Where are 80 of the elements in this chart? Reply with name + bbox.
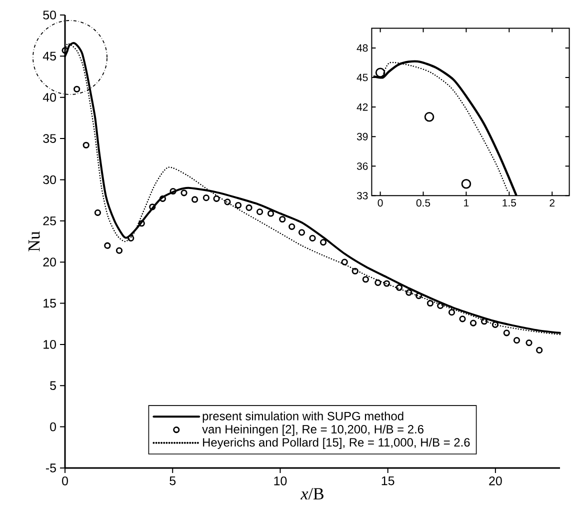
point <box>82 142 90 148</box>
point <box>470 320 477 326</box>
point <box>234 202 242 209</box>
point <box>383 280 390 287</box>
point <box>374 279 382 286</box>
point <box>288 223 296 230</box>
x-tick-label: 20 <box>489 476 502 486</box>
point <box>461 178 472 189</box>
point <box>104 242 111 249</box>
point <box>320 239 327 246</box>
x-axis-title: x/B <box>300 488 324 500</box>
y-tick-label: 39 <box>356 132 368 140</box>
point <box>503 330 510 336</box>
point <box>62 47 68 54</box>
point <box>94 209 102 216</box>
y-tick-label: 45 <box>42 52 56 61</box>
x-tick-label: 15 <box>382 476 394 486</box>
y-tick-label: 15 <box>44 298 56 308</box>
point <box>128 234 134 242</box>
point <box>267 210 274 217</box>
point <box>526 339 532 346</box>
point <box>191 196 198 203</box>
y-tick-label: 36 <box>356 162 368 170</box>
legend-label: present simulation with SUPG method <box>202 412 404 423</box>
x-tick-label: 0.5 <box>416 199 430 207</box>
point <box>246 204 252 212</box>
x-tick-label: 1.5 <box>502 199 516 207</box>
point <box>116 247 123 254</box>
point <box>424 112 434 122</box>
point <box>362 276 369 283</box>
y-tick-label: 10 <box>44 340 56 349</box>
y-axis-title: Nu <box>28 231 40 252</box>
legend-label: Heyerichs and Pollard [15], Re = 11,000, H/B = 2.6 <box>203 438 470 449</box>
point <box>352 268 358 274</box>
point <box>170 188 176 195</box>
point <box>149 204 156 210</box>
point <box>375 68 386 78</box>
y-tick-label: 33 <box>356 192 368 200</box>
point <box>406 289 412 296</box>
y-tick-label: 0 <box>50 422 56 432</box>
y-tick-label: 20 <box>43 258 56 266</box>
y-tick-label: 25 <box>43 216 56 226</box>
point <box>256 208 264 216</box>
y-tick-label: 42 <box>356 103 368 111</box>
point <box>309 234 316 242</box>
y-tick-label: 50 <box>43 10 56 20</box>
y-tick-label: 48 <box>356 44 368 52</box>
point <box>396 284 403 291</box>
point <box>224 198 231 206</box>
y-tick-label: 35 <box>43 134 56 143</box>
legend-label: van Heiningen [2], Re = 10,200, H/B = 2.6 <box>202 424 424 436</box>
point <box>459 316 466 322</box>
y-tick-label: -5 <box>46 464 56 472</box>
y-tick-label: 30 <box>43 175 56 184</box>
point <box>180 190 188 196</box>
point <box>437 302 444 310</box>
point <box>480 318 488 325</box>
y-tick-label: 40 <box>42 92 56 102</box>
point <box>159 195 166 202</box>
point <box>213 195 220 202</box>
point <box>448 309 456 316</box>
x-tick-label: 0 <box>62 476 68 486</box>
x-tick-label: 5 <box>170 476 176 486</box>
x-tick-label: 0 <box>378 199 383 207</box>
point <box>536 346 543 354</box>
x-tick-label: 2 <box>550 199 554 207</box>
x-tick-label: 1 <box>464 199 469 206</box>
point <box>202 194 210 202</box>
point <box>426 300 434 307</box>
y-tick-label: 45 <box>356 74 368 82</box>
point <box>513 337 520 344</box>
point <box>492 321 499 328</box>
y-tick-label: 5 <box>50 381 56 390</box>
x-tick-label: 10 <box>274 476 287 486</box>
point <box>341 258 348 266</box>
point <box>138 220 145 227</box>
point <box>298 229 306 236</box>
point <box>279 216 286 223</box>
point <box>74 86 80 92</box>
point <box>416 292 422 300</box>
